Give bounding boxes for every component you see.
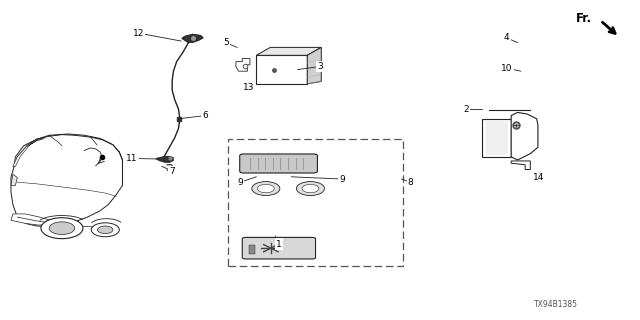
Circle shape	[296, 181, 324, 196]
Polygon shape	[248, 245, 255, 254]
Polygon shape	[236, 59, 250, 71]
Circle shape	[92, 223, 119, 237]
Text: 10: 10	[501, 63, 513, 73]
FancyBboxPatch shape	[240, 154, 317, 173]
Polygon shape	[13, 139, 45, 166]
Text: 8: 8	[408, 178, 413, 187]
Polygon shape	[11, 214, 56, 225]
Text: 5: 5	[223, 38, 228, 47]
Polygon shape	[156, 156, 173, 163]
Text: 6: 6	[202, 111, 208, 120]
Text: 12: 12	[132, 28, 144, 38]
Text: 11: 11	[126, 154, 138, 163]
Polygon shape	[307, 47, 321, 84]
Polygon shape	[11, 174, 17, 185]
Circle shape	[49, 222, 75, 235]
Polygon shape	[256, 47, 321, 55]
Circle shape	[41, 218, 83, 239]
Polygon shape	[483, 119, 511, 157]
Circle shape	[98, 226, 113, 234]
Text: 7: 7	[170, 167, 175, 176]
Polygon shape	[486, 120, 508, 155]
Polygon shape	[511, 112, 538, 160]
Polygon shape	[182, 34, 204, 43]
Text: 3: 3	[317, 62, 323, 71]
Text: 14: 14	[533, 173, 544, 182]
FancyBboxPatch shape	[243, 237, 316, 259]
Text: 2: 2	[464, 105, 469, 114]
Polygon shape	[511, 161, 531, 170]
Text: 9: 9	[237, 178, 243, 187]
Bar	[228, 140, 403, 266]
Polygon shape	[256, 55, 307, 84]
Circle shape	[252, 181, 280, 196]
Text: 4: 4	[504, 33, 509, 42]
Text: 13: 13	[243, 83, 254, 92]
Circle shape	[302, 184, 319, 193]
Text: Fr.: Fr.	[576, 12, 592, 25]
Text: TX94B1385: TX94B1385	[534, 300, 578, 309]
Text: 1: 1	[276, 240, 282, 249]
Text: 9: 9	[339, 174, 345, 184]
Circle shape	[257, 184, 275, 193]
